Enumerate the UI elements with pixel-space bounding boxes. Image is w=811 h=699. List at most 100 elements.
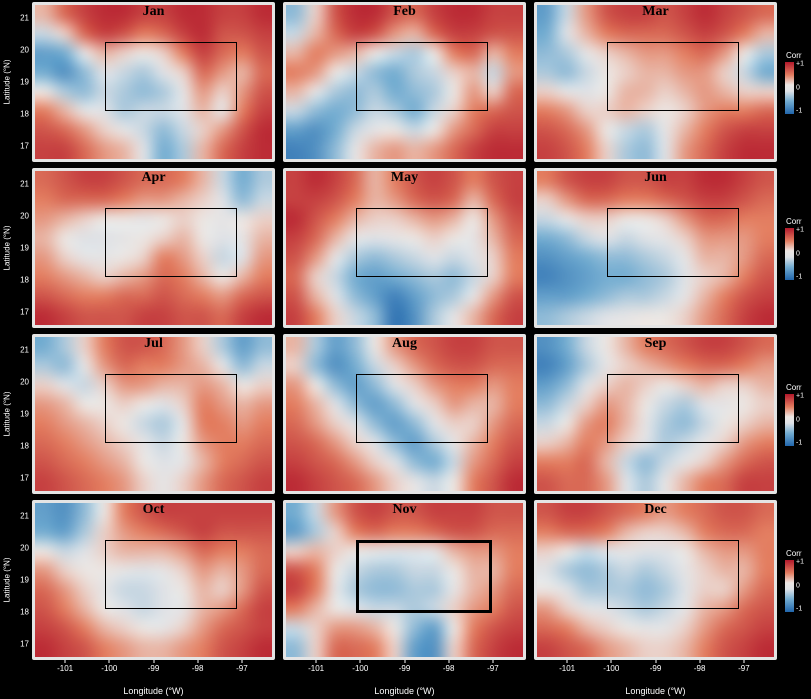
y-tick-labels: 21 20 19 18 17	[13, 168, 32, 328]
colorbar: Corr +1 0 -1	[785, 168, 811, 328]
heatmap-canvas	[537, 337, 774, 491]
x-tick-mark	[108, 660, 110, 663]
y-tick-label: 17	[20, 141, 29, 151]
heatmap-canvas	[537, 503, 774, 657]
y-tick-labels: 21 20 19 18 17	[13, 500, 32, 660]
y-tick-labels: 21 20 19 18 17	[13, 2, 32, 162]
colorbar-tick-label: +1	[796, 226, 804, 234]
heatmap-canvas	[35, 5, 272, 159]
month-label: Mar	[642, 4, 669, 19]
x-tick-label: -99	[649, 664, 662, 673]
month-label: Jul	[144, 336, 163, 351]
month-label: Jan	[142, 4, 165, 19]
panel-row-1: Latitude (°N) 21 20 19 18 17 Jan Feb Mar Cor…	[0, 2, 811, 162]
x-axis-title: Longitude (°W)	[374, 686, 435, 696]
x-axis-col-3: Longitude (°W) -101 -100 -99 -98 -97	[534, 660, 777, 698]
x-tick-mark	[448, 660, 450, 663]
colorbar-tick-label: 0	[796, 250, 800, 257]
colorbar-tick-label: -1	[796, 439, 803, 447]
heatmap-panel-jan: Jan	[32, 2, 275, 162]
month-label: Feb	[393, 4, 416, 19]
colorbar-ticks: +1 0 -1	[794, 392, 808, 447]
region-box	[355, 374, 489, 444]
y-tick-label: 18	[20, 607, 29, 617]
region-box	[355, 540, 493, 614]
colorbar-tick-label: 0	[796, 582, 800, 589]
heatmap-canvas	[35, 171, 272, 325]
x-tick-label: -100	[352, 664, 369, 673]
y-tick-label: 19	[20, 77, 29, 87]
y-tick-label: 18	[20, 275, 29, 285]
y-tick-label: 17	[20, 473, 29, 483]
colorbar: Corr +1 0 -1	[785, 334, 811, 494]
y-tick-label: 17	[20, 639, 29, 649]
region-box	[606, 540, 740, 610]
x-tick-mark	[64, 660, 66, 663]
y-axis-title: Latitude (°N)	[0, 500, 13, 660]
month-label: Aug	[392, 336, 417, 351]
region-box	[606, 208, 740, 278]
x-tick-label: -100	[603, 664, 620, 673]
heatmap-panel-dec: Dec	[534, 500, 777, 660]
heatmap-canvas	[35, 503, 272, 657]
colorbar-tick-label: -1	[796, 107, 803, 115]
x-tick-label: -101	[57, 664, 74, 673]
colorbar-title: Corr	[786, 216, 802, 226]
x-tick-mark	[743, 660, 745, 663]
x-tick-label: -100	[101, 664, 118, 673]
colorbar-tick-label: +1	[796, 392, 804, 400]
x-tick-mark	[197, 660, 199, 663]
month-label: Oct	[142, 502, 165, 517]
colorbar-tick-label: +1	[796, 60, 804, 68]
y-tick-label: 21	[20, 511, 29, 521]
month-label: Apr	[141, 170, 166, 185]
y-tick-label: 18	[20, 441, 29, 451]
x-tick-label: -98	[442, 664, 455, 673]
colorbar-gradient	[785, 393, 794, 446]
heatmap-canvas	[35, 337, 272, 491]
region-box	[606, 42, 740, 112]
y-tick-label: 19	[20, 243, 29, 253]
heatmap-canvas	[537, 171, 774, 325]
colorbar-tick-label: 0	[796, 416, 800, 423]
colorbar-ticks: +1 0 -1	[794, 558, 808, 613]
y-tick-label: 20	[20, 211, 29, 221]
colorbar: Corr +1 0 -1	[785, 2, 811, 162]
x-tick-label: -101	[308, 664, 325, 673]
panel-row-4: Latitude (°N) 21 20 19 18 17 Oct Nov Dec Cor…	[0, 500, 811, 660]
y-tick-label: 19	[20, 575, 29, 585]
month-label: Nov	[392, 502, 417, 517]
panel-row-2: Latitude (°N) 21 20 19 18 17 Apr May Jun Cor…	[0, 168, 811, 328]
heatmap-panel-sep: Sep	[534, 334, 777, 494]
colorbar-tick-label: +1	[796, 558, 804, 566]
heatmap-panel-aug: Aug	[283, 334, 526, 494]
colorbar-tick-label: -1	[796, 273, 803, 281]
x-axis-col-2: Longitude (°W) -101 -100 -99 -98 -97	[283, 660, 526, 698]
colorbar-tick-label: -1	[796, 605, 803, 613]
y-axis-title-text: Latitude (°N)	[2, 557, 11, 603]
x-tick-label: -97	[738, 664, 750, 673]
heatmap-panel-may: May	[283, 168, 526, 328]
colorbar-title: Corr	[786, 382, 802, 392]
y-tick-label: 18	[20, 109, 29, 119]
month-label: Jun	[644, 170, 667, 185]
heatmap-panel-apr: Apr	[32, 168, 275, 328]
y-tick-label: 21	[20, 13, 29, 23]
colorbar-title: Corr	[786, 548, 802, 558]
month-label: Dec	[644, 502, 667, 517]
x-tick-label: -97	[236, 664, 248, 673]
y-axis-title-text: Latitude (°N)	[2, 225, 11, 271]
panel-row-3: Latitude (°N) 21 20 19 18 17 Jul Aug Sep Cor…	[0, 334, 811, 494]
region-box	[104, 42, 238, 112]
x-tick-mark	[566, 660, 568, 663]
heatmap-canvas	[286, 337, 523, 491]
colorbar-title: Corr	[786, 50, 802, 60]
y-tick-label: 20	[20, 377, 29, 387]
x-tick-label: -99	[398, 664, 411, 673]
x-axis-title: Longitude (°W)	[123, 686, 184, 696]
x-tick-label: -98	[693, 664, 706, 673]
colorbar-ticks: +1 0 -1	[794, 226, 808, 281]
heatmap-panel-nov: Nov	[283, 500, 526, 660]
region-box	[104, 540, 238, 610]
